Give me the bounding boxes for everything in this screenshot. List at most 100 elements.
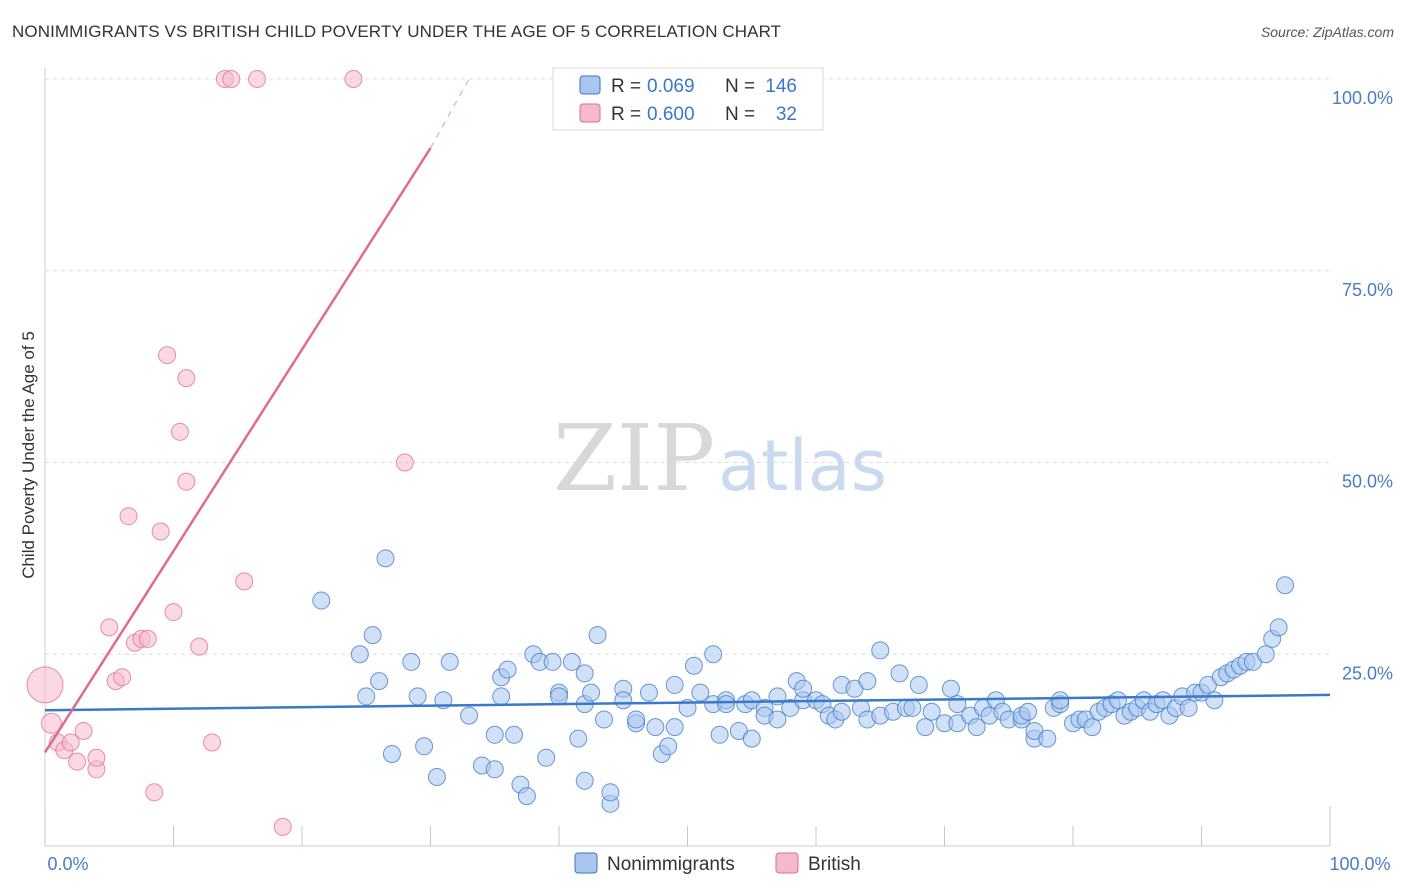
nonimmigrants-point-85 bbox=[909, 675, 928, 694]
nonimmigrants-point-32 bbox=[575, 664, 594, 683]
nonimmigrants-point-54 bbox=[710, 725, 729, 744]
nonimmigrants-point-139 bbox=[1269, 618, 1288, 637]
british-point-23 bbox=[190, 637, 209, 656]
nonimmigrants-point-73 bbox=[832, 702, 851, 721]
british-point-28 bbox=[248, 70, 267, 88]
nonimmigrants-point-35 bbox=[588, 626, 607, 645]
british-point-21 bbox=[177, 472, 196, 491]
nonimmigrants-point-15 bbox=[485, 725, 504, 744]
nonimmigrants-point-82 bbox=[890, 664, 909, 683]
nonimmigrants-point-19 bbox=[498, 660, 517, 679]
british-point-6 bbox=[74, 721, 93, 740]
british-point-26 bbox=[222, 70, 241, 88]
british-trend-line bbox=[43, 147, 432, 754]
trend-lines bbox=[43, 78, 1331, 754]
nonimmigrants-points bbox=[312, 549, 1295, 813]
british-point-15 bbox=[138, 629, 157, 648]
british-point-22 bbox=[177, 369, 196, 388]
british-point-27 bbox=[235, 572, 254, 591]
nonimmigrants-point-20 bbox=[505, 725, 524, 744]
legend-r-value-2: 0.600 bbox=[647, 104, 695, 125]
y-axis-label: Child Poverty Under the Age of 5 bbox=[19, 331, 38, 579]
british-point-12 bbox=[119, 507, 138, 526]
nonimmigrants-point-40 bbox=[614, 691, 633, 710]
nonimmigrants-point-46 bbox=[659, 737, 678, 756]
nonimmigrants-point-78 bbox=[858, 672, 877, 691]
nonimmigrants-point-87 bbox=[922, 702, 941, 721]
nonimmigrants-point-34 bbox=[582, 683, 601, 702]
x-tick-label-0: 0.0% bbox=[47, 854, 88, 874]
nonimmigrants-point-4 bbox=[357, 687, 376, 706]
nonimmigrants-point-5 bbox=[370, 672, 389, 691]
british-point-9 bbox=[100, 618, 119, 637]
nonimmigrants-point-51 bbox=[691, 683, 710, 702]
nonimmigrants-point-126 bbox=[1179, 698, 1198, 717]
nonimmigrants-point-18 bbox=[492, 687, 511, 706]
nonimmigrants-point-29 bbox=[562, 652, 581, 671]
nonimmigrants-point-26 bbox=[543, 652, 562, 671]
y-tick-label-2: 75.0% bbox=[1342, 280, 1393, 300]
british-point-29 bbox=[273, 817, 292, 836]
nonimmigrants-point-56 bbox=[717, 695, 736, 714]
bottom-legend-label-nonimmigrants: Nonimmigrants bbox=[607, 854, 735, 875]
nonimmigrants-point-16 bbox=[485, 760, 504, 779]
british-point-4 bbox=[61, 733, 80, 752]
nonimmigrants-point-30 bbox=[569, 729, 588, 748]
legend-r-label-1: R = bbox=[611, 76, 641, 97]
nonimmigrants-trend-line bbox=[44, 693, 1331, 712]
y-tick-label-1: 50.0% bbox=[1342, 472, 1393, 492]
nonimmigrants-point-42 bbox=[627, 710, 646, 729]
british-points bbox=[26, 70, 414, 836]
legend-r-label-2: R = bbox=[611, 104, 641, 125]
nonimmigrants-point-137 bbox=[1256, 645, 1275, 664]
nonimmigrants-point-10 bbox=[427, 767, 446, 786]
nonimmigrants-point-38 bbox=[601, 783, 620, 802]
nonimmigrants-point-53 bbox=[704, 645, 723, 664]
nonimmigrants-point-43 bbox=[639, 683, 658, 702]
legend-n-value-1: 146 bbox=[765, 76, 797, 97]
nonimmigrants-point-93 bbox=[967, 718, 986, 737]
bottom-legend: Nonimmigrants British bbox=[574, 852, 861, 875]
nonimmigrants-point-130 bbox=[1205, 691, 1224, 710]
british-point-1 bbox=[40, 712, 62, 734]
nonimmigrants-point-3 bbox=[363, 626, 382, 645]
legend-n-label-2: N = bbox=[725, 104, 755, 125]
nonimmigrants-point-47 bbox=[665, 718, 684, 737]
british-point-20 bbox=[170, 422, 189, 441]
nonimmigrants-point-13 bbox=[460, 706, 479, 725]
nonimmigrants-point-84 bbox=[903, 698, 922, 717]
nonimmigrants-point-36 bbox=[594, 710, 613, 729]
legend-n-value-2: 32 bbox=[776, 104, 797, 125]
nonimmigrants-point-6 bbox=[382, 744, 401, 763]
nonimmigrants-point-25 bbox=[537, 748, 556, 767]
nonimmigrants-point-140 bbox=[1276, 576, 1295, 595]
british-trend-extension bbox=[429, 78, 470, 149]
chart-title: NONIMMIGRANTS VS BRITISH CHILD POVERTY U… bbox=[12, 22, 782, 41]
chart-source: Source: ZipAtlas.com bbox=[1260, 24, 1394, 40]
watermark: ZIP atlas bbox=[553, 405, 887, 512]
nonimmigrants-point-104 bbox=[1038, 729, 1057, 748]
british-point-11 bbox=[113, 668, 132, 687]
legend-swatch-blue bbox=[579, 75, 601, 95]
nonimmigrants-point-0 bbox=[312, 591, 331, 610]
nonimmigrants-point-22 bbox=[517, 787, 536, 806]
nonimmigrants-point-79 bbox=[871, 641, 890, 660]
nonimmigrants-point-86 bbox=[916, 718, 935, 737]
nonimmigrants-point-50 bbox=[684, 656, 703, 675]
nonimmigrants-point-107 bbox=[1051, 691, 1070, 710]
x-tick-label-1: 100.0% bbox=[1329, 854, 1390, 874]
nonimmigrants-point-68 bbox=[794, 679, 813, 698]
british-point-18 bbox=[158, 346, 177, 365]
nonimmigrants-point-64 bbox=[768, 710, 787, 729]
bottom-legend-label-british: British bbox=[808, 854, 861, 875]
british-point-16 bbox=[145, 783, 164, 802]
nonimmigrants-point-1 bbox=[376, 549, 395, 568]
british-point-5 bbox=[68, 752, 87, 771]
y-tick-label-0: 25.0% bbox=[1342, 663, 1393, 683]
nonimmigrants-point-33 bbox=[575, 771, 594, 790]
legend-n-label-1: N = bbox=[725, 76, 755, 97]
british-point-17 bbox=[151, 522, 170, 541]
nonimmigrants-point-8 bbox=[408, 687, 427, 706]
nonimmigrants-point-12 bbox=[440, 652, 459, 671]
legend-r-value-1: 0.069 bbox=[647, 76, 695, 97]
